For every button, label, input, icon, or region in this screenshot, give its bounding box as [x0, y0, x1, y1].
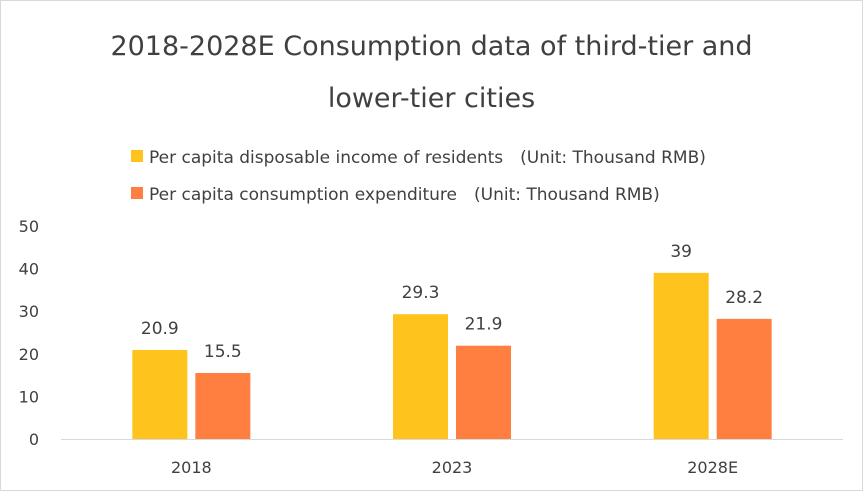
bar-income	[393, 314, 448, 439]
legend-swatch-income	[131, 149, 143, 162]
y-tick-label: 30	[19, 302, 39, 321]
chart-title-line-2: lower-tier cities	[327, 83, 536, 114]
data-label-income: 20.9	[141, 319, 179, 339]
x-tick-label: 2028E	[687, 458, 738, 477]
bar-expenditure	[456, 345, 511, 439]
data-label-expenditure: 15.5	[204, 342, 242, 362]
legend-item-expenditure: Per capita consumption expenditure (Unit…	[131, 174, 706, 211]
y-tick-label: 50	[19, 217, 39, 236]
y-tick-label: 10	[19, 387, 39, 406]
bar-income	[653, 272, 709, 439]
chart-title: 2018-2028E Consumption data of third-tie…	[61, 21, 802, 125]
bar-expenditure	[195, 372, 251, 439]
y-tick-label: 40	[19, 260, 39, 279]
chart-title-line-1: 2018-2028E Consumption data of third-tie…	[110, 31, 753, 62]
y-tick-label: 20	[19, 345, 39, 364]
legend-swatch-expenditure	[131, 186, 143, 199]
chart-legend: Per capita disposable income of resident…	[131, 137, 706, 211]
bar-expenditure	[716, 318, 772, 439]
bar-income	[132, 349, 188, 439]
legend-item-income: Per capita disposable income of resident…	[131, 137, 706, 174]
x-tick-label: 2023	[432, 458, 473, 477]
legend-label-expenditure: Per capita consumption expenditure (Unit…	[149, 185, 660, 205]
data-label-income: 39	[670, 242, 692, 262]
data-label-expenditure: 28.2	[725, 288, 763, 308]
legend-label-income: Per capita disposable income of resident…	[149, 148, 706, 168]
y-tick-label: 0	[29, 430, 39, 449]
data-label-expenditure: 21.9	[465, 315, 503, 335]
data-label-income: 29.3	[402, 283, 440, 303]
x-tick-label: 2018	[171, 458, 212, 477]
